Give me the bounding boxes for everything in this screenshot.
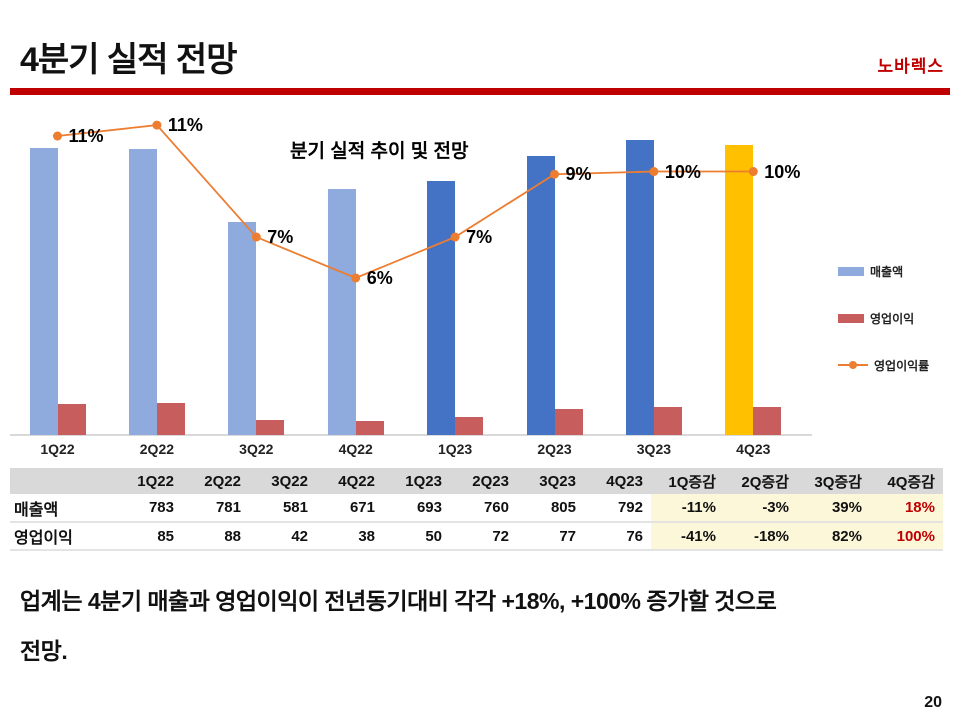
cell-영업이익-4Q증감: 100% <box>870 522 943 551</box>
table-row-매출액: 매출액 783 781 581 671 693 760 805 792 -11% -3% 39% 18% <box>10 494 943 523</box>
col-header-4Q22: 4Q22 <box>316 468 383 494</box>
margin-label-4Q22: 6% <box>366 267 393 288</box>
legend-item-revenue: 매출액 <box>838 264 956 279</box>
cell-영업이익-3Q23: 77 <box>517 522 584 551</box>
legend-item-margin: 영업이익률 <box>838 358 956 373</box>
row-label: 영업이익 <box>10 522 115 551</box>
col-header-1Q23: 1Q23 <box>383 468 450 494</box>
profit-bar-2Q22 <box>156 402 185 435</box>
x-axis-label-4Q23: 4Q23 <box>736 441 771 457</box>
x-axis-label-3Q22: 3Q22 <box>239 441 274 457</box>
cell-영업이익-1Q22: 85 <box>115 522 182 551</box>
col-header-1Q증감: 1Q증감 <box>651 468 724 494</box>
x-axis-label-1Q23: 1Q23 <box>437 441 473 457</box>
col-header-3Q23: 3Q23 <box>517 468 584 494</box>
profit-bar-4Q22 <box>355 421 384 435</box>
col-header-3Q증감: 3Q증감 <box>797 468 870 494</box>
row-label: 매출액 <box>10 494 115 523</box>
cell-영업이익-3Q증감: 82% <box>797 522 870 551</box>
revenue-bar-2Q23 <box>526 156 555 435</box>
col-header-3Q22: 3Q22 <box>249 468 316 494</box>
margin-label-2Q22: 11% <box>167 115 203 136</box>
profit-bar-3Q22 <box>256 419 285 435</box>
col-header-4Q증감: 4Q증감 <box>870 468 943 494</box>
profit-bar-1Q23 <box>455 416 484 435</box>
brand-logo-text: 노바렉스 <box>877 57 944 76</box>
margin-label-3Q23: 10% <box>664 161 701 182</box>
revenue-bar-3Q23 <box>625 139 654 435</box>
revenue-bar-4Q23 <box>725 144 754 435</box>
profit-bar-3Q23 <box>653 406 682 435</box>
cell-매출액-2Q22: 781 <box>182 494 249 523</box>
cell-영업이익-2Q23: 72 <box>450 522 517 551</box>
cell-매출액-2Q증감: -3% <box>724 494 797 523</box>
x-axis-label-4Q22: 4Q22 <box>338 441 373 457</box>
cell-매출액-3Q22: 581 <box>249 494 316 523</box>
chart-legend: 매출액 영업이익 영업이익률 <box>838 264 956 405</box>
col-header-2Q증감: 2Q증감 <box>724 468 797 494</box>
cell-매출액-1Q22: 783 <box>115 494 182 523</box>
cell-영업이익-1Q증감: -41% <box>651 522 724 551</box>
legend-label: 영업이익률 <box>874 358 930 373</box>
revenue-bar-1Q22 <box>29 148 58 435</box>
cell-매출액-1Q증감: -11% <box>651 494 724 523</box>
legend-item-profit: 영업이익 <box>838 311 956 326</box>
cell-매출액-1Q23: 693 <box>383 494 450 523</box>
page-title: 4분기 실적 전망 <box>20 41 237 79</box>
cell-매출액-4Q22: 671 <box>316 494 383 523</box>
col-header-2Q23: 2Q23 <box>450 468 517 494</box>
x-axis-label-1Q22: 1Q22 <box>40 441 75 457</box>
x-axis-label-3Q23: 3Q23 <box>636 441 672 457</box>
cell-매출액-4Q23: 792 <box>584 494 651 523</box>
cell-매출액-3Q증감: 39% <box>797 494 870 523</box>
commentary-text: 업계는 4분기 매출과 영업이익이 전년동기대비 각각 +18%, +100% … <box>20 576 950 676</box>
category-axis <box>10 434 812 436</box>
profit-swatch-icon <box>838 313 864 323</box>
cell-매출액-2Q23: 760 <box>450 494 517 523</box>
col-header-blank <box>10 468 115 494</box>
margin-label-1Q22: 11% <box>68 126 104 147</box>
cell-매출액-3Q23: 805 <box>517 494 584 523</box>
page-number: 20 <box>924 694 942 711</box>
profit-bar-4Q23 <box>753 407 782 435</box>
cell-매출액-4Q증감: 18% <box>870 494 943 523</box>
revenue-swatch-icon <box>838 266 864 276</box>
cell-영업이익-3Q22: 42 <box>249 522 316 551</box>
results-table: 1Q22 2Q22 3Q22 4Q22 1Q23 2Q23 3Q23 4Q23 1Q증감 2Q증감… <box>10 468 943 551</box>
table-row-영업이익: 영업이익 85 88 42 38 50 72 77 76 -41% -18% 82% 100% <box>10 522 943 551</box>
col-header-2Q22: 2Q22 <box>182 468 249 494</box>
legend-label: 영업이익 <box>870 311 915 326</box>
margin-label-3Q22: 7% <box>267 227 294 248</box>
col-header-4Q23: 4Q23 <box>584 468 651 494</box>
revenue-bar-1Q23 <box>427 181 456 435</box>
commentary-line-1: 업계는 4분기 매출과 영업이익이 전년동기대비 각각 +18%, +100% … <box>20 588 777 614</box>
revenue-bar-3Q22 <box>228 222 257 435</box>
table-header-row: 1Q22 2Q22 3Q22 4Q22 1Q23 2Q23 3Q23 4Q23 1Q증감 2Q증감… <box>10 468 943 494</box>
x-axis-label-2Q22: 2Q22 <box>139 441 175 457</box>
col-header-1Q22: 1Q22 <box>115 468 182 494</box>
margin-line-icon <box>838 361 868 369</box>
margin-label-2Q23: 9% <box>565 164 592 185</box>
cell-영업이익-4Q22: 38 <box>316 522 383 551</box>
revenue-bar-4Q22 <box>327 189 356 435</box>
profit-bar-2Q23 <box>554 408 583 435</box>
margin-label-1Q23: 7% <box>466 227 493 248</box>
legend-label: 매출액 <box>870 264 904 279</box>
title-divider <box>10 88 950 95</box>
x-axis-label-2Q23: 2Q23 <box>537 441 572 457</box>
margin-point-1Q22 <box>53 131 62 141</box>
commentary-line-2: 전망. <box>20 638 68 664</box>
revenue-bar-2Q22 <box>128 148 157 435</box>
cell-영업이익-1Q23: 50 <box>383 522 450 551</box>
cell-영업이익-2Q22: 88 <box>182 522 249 551</box>
cell-영업이익-2Q증감: -18% <box>724 522 797 551</box>
profit-bar-1Q22 <box>57 403 86 435</box>
cell-영업이익-4Q23: 76 <box>584 522 651 551</box>
margin-point-2Q22 <box>152 120 162 130</box>
margin-label-4Q23: 10% <box>764 161 801 182</box>
